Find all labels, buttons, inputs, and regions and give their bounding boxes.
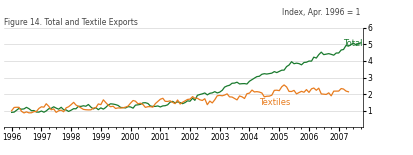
Text: Total: Total <box>344 39 363 48</box>
Text: Index, Apr. 1996 = 1: Index, Apr. 1996 = 1 <box>282 8 361 17</box>
Text: Figure 14. Total and Textile Exports: Figure 14. Total and Textile Exports <box>4 18 138 27</box>
Text: Textiles: Textiles <box>259 98 291 107</box>
